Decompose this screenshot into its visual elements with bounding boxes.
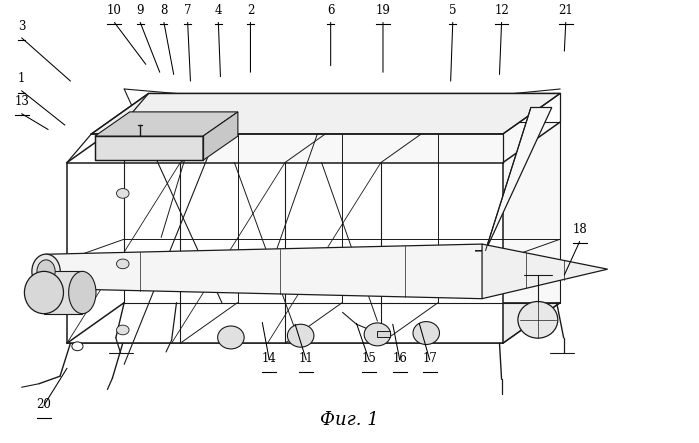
Text: 13: 13 xyxy=(14,95,29,109)
Ellipse shape xyxy=(364,323,391,346)
Ellipse shape xyxy=(287,324,314,347)
Ellipse shape xyxy=(413,322,440,345)
Ellipse shape xyxy=(37,260,55,283)
Ellipse shape xyxy=(69,272,96,314)
Text: 8: 8 xyxy=(160,4,168,17)
Polygon shape xyxy=(203,112,238,160)
Polygon shape xyxy=(67,303,560,343)
Ellipse shape xyxy=(117,189,129,198)
Text: 17: 17 xyxy=(422,352,437,365)
Ellipse shape xyxy=(117,259,129,269)
Ellipse shape xyxy=(217,326,244,349)
Polygon shape xyxy=(377,331,390,338)
Text: 7: 7 xyxy=(184,4,192,17)
Text: 5: 5 xyxy=(449,4,456,17)
Ellipse shape xyxy=(24,272,64,314)
Polygon shape xyxy=(475,108,552,251)
Text: 16: 16 xyxy=(392,352,407,365)
Text: 15: 15 xyxy=(361,352,377,365)
Text: 2: 2 xyxy=(247,4,254,17)
Text: 21: 21 xyxy=(559,4,573,17)
Polygon shape xyxy=(95,112,238,136)
Polygon shape xyxy=(92,93,560,134)
Text: 10: 10 xyxy=(107,4,122,17)
Ellipse shape xyxy=(72,342,83,351)
Polygon shape xyxy=(95,136,203,160)
Text: 20: 20 xyxy=(36,397,52,411)
Text: 14: 14 xyxy=(262,352,277,365)
Text: 19: 19 xyxy=(375,4,391,17)
Text: 9: 9 xyxy=(136,4,144,17)
Ellipse shape xyxy=(32,254,60,289)
Text: Фиг. 1: Фиг. 1 xyxy=(320,411,379,429)
Polygon shape xyxy=(67,163,503,343)
Text: 1: 1 xyxy=(18,73,25,85)
Ellipse shape xyxy=(117,325,129,335)
Text: 12: 12 xyxy=(494,4,509,17)
Polygon shape xyxy=(44,272,82,314)
Text: 18: 18 xyxy=(572,223,587,236)
Text: 4: 4 xyxy=(215,4,222,17)
Ellipse shape xyxy=(518,302,558,338)
Polygon shape xyxy=(46,244,482,299)
Text: 6: 6 xyxy=(327,4,334,17)
Polygon shape xyxy=(124,122,560,303)
Text: 3: 3 xyxy=(18,19,25,33)
Polygon shape xyxy=(482,244,607,299)
Text: 11: 11 xyxy=(299,352,314,365)
